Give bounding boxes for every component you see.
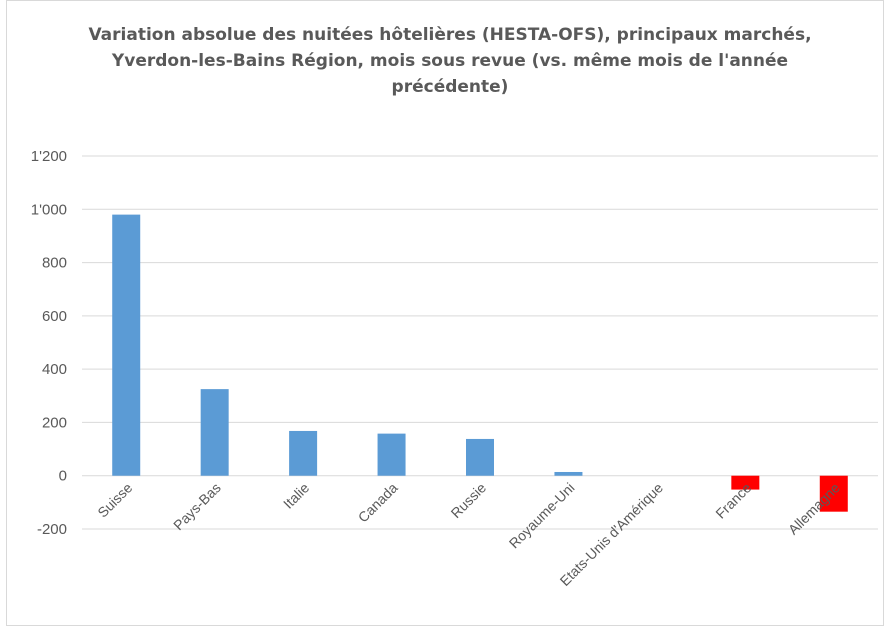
bar-royaume-uni xyxy=(554,471,583,476)
y-tick-label: 600 xyxy=(42,308,67,325)
y-tick-label: 0 xyxy=(59,468,67,485)
y-tick-label: 400 xyxy=(42,361,67,378)
bar-allemagne xyxy=(819,475,848,512)
y-tick-label: 200 xyxy=(42,414,67,431)
x-axis-labels: Suisse Pays-Bas Italie Canada Russie Royaume-… xyxy=(94,479,843,589)
y-tick-label: -200 xyxy=(37,521,67,538)
y-tick-label: 1'000 xyxy=(31,201,67,218)
bar-france xyxy=(731,475,760,490)
chart-frame xyxy=(6,0,884,626)
bars xyxy=(112,214,848,512)
bar-russie xyxy=(466,438,494,476)
y-tick-label: 800 xyxy=(42,255,67,272)
bar-italie xyxy=(289,430,318,476)
chart-title: Variation absolue des nuitées hôtelières… xyxy=(88,25,812,97)
bar-pays-bas xyxy=(200,389,229,476)
x-category-label: Suisse xyxy=(94,479,135,520)
x-category-label: Etats-Unis d'Amérique xyxy=(557,479,667,589)
x-category-label: Italie xyxy=(280,479,312,511)
y-tick-label: 1'200 xyxy=(31,148,67,165)
bar-canada xyxy=(377,433,406,476)
bar-suisse xyxy=(112,214,141,476)
x-category-label: Pays-Bas xyxy=(170,480,224,534)
x-category-label: Canada xyxy=(355,479,401,525)
x-category-label: Royaume-Uni xyxy=(506,480,578,552)
y-axis-ticks: -200 0 200 400 600 800 1'000 1'200 xyxy=(31,148,67,538)
x-category-label: Russie xyxy=(448,479,490,521)
